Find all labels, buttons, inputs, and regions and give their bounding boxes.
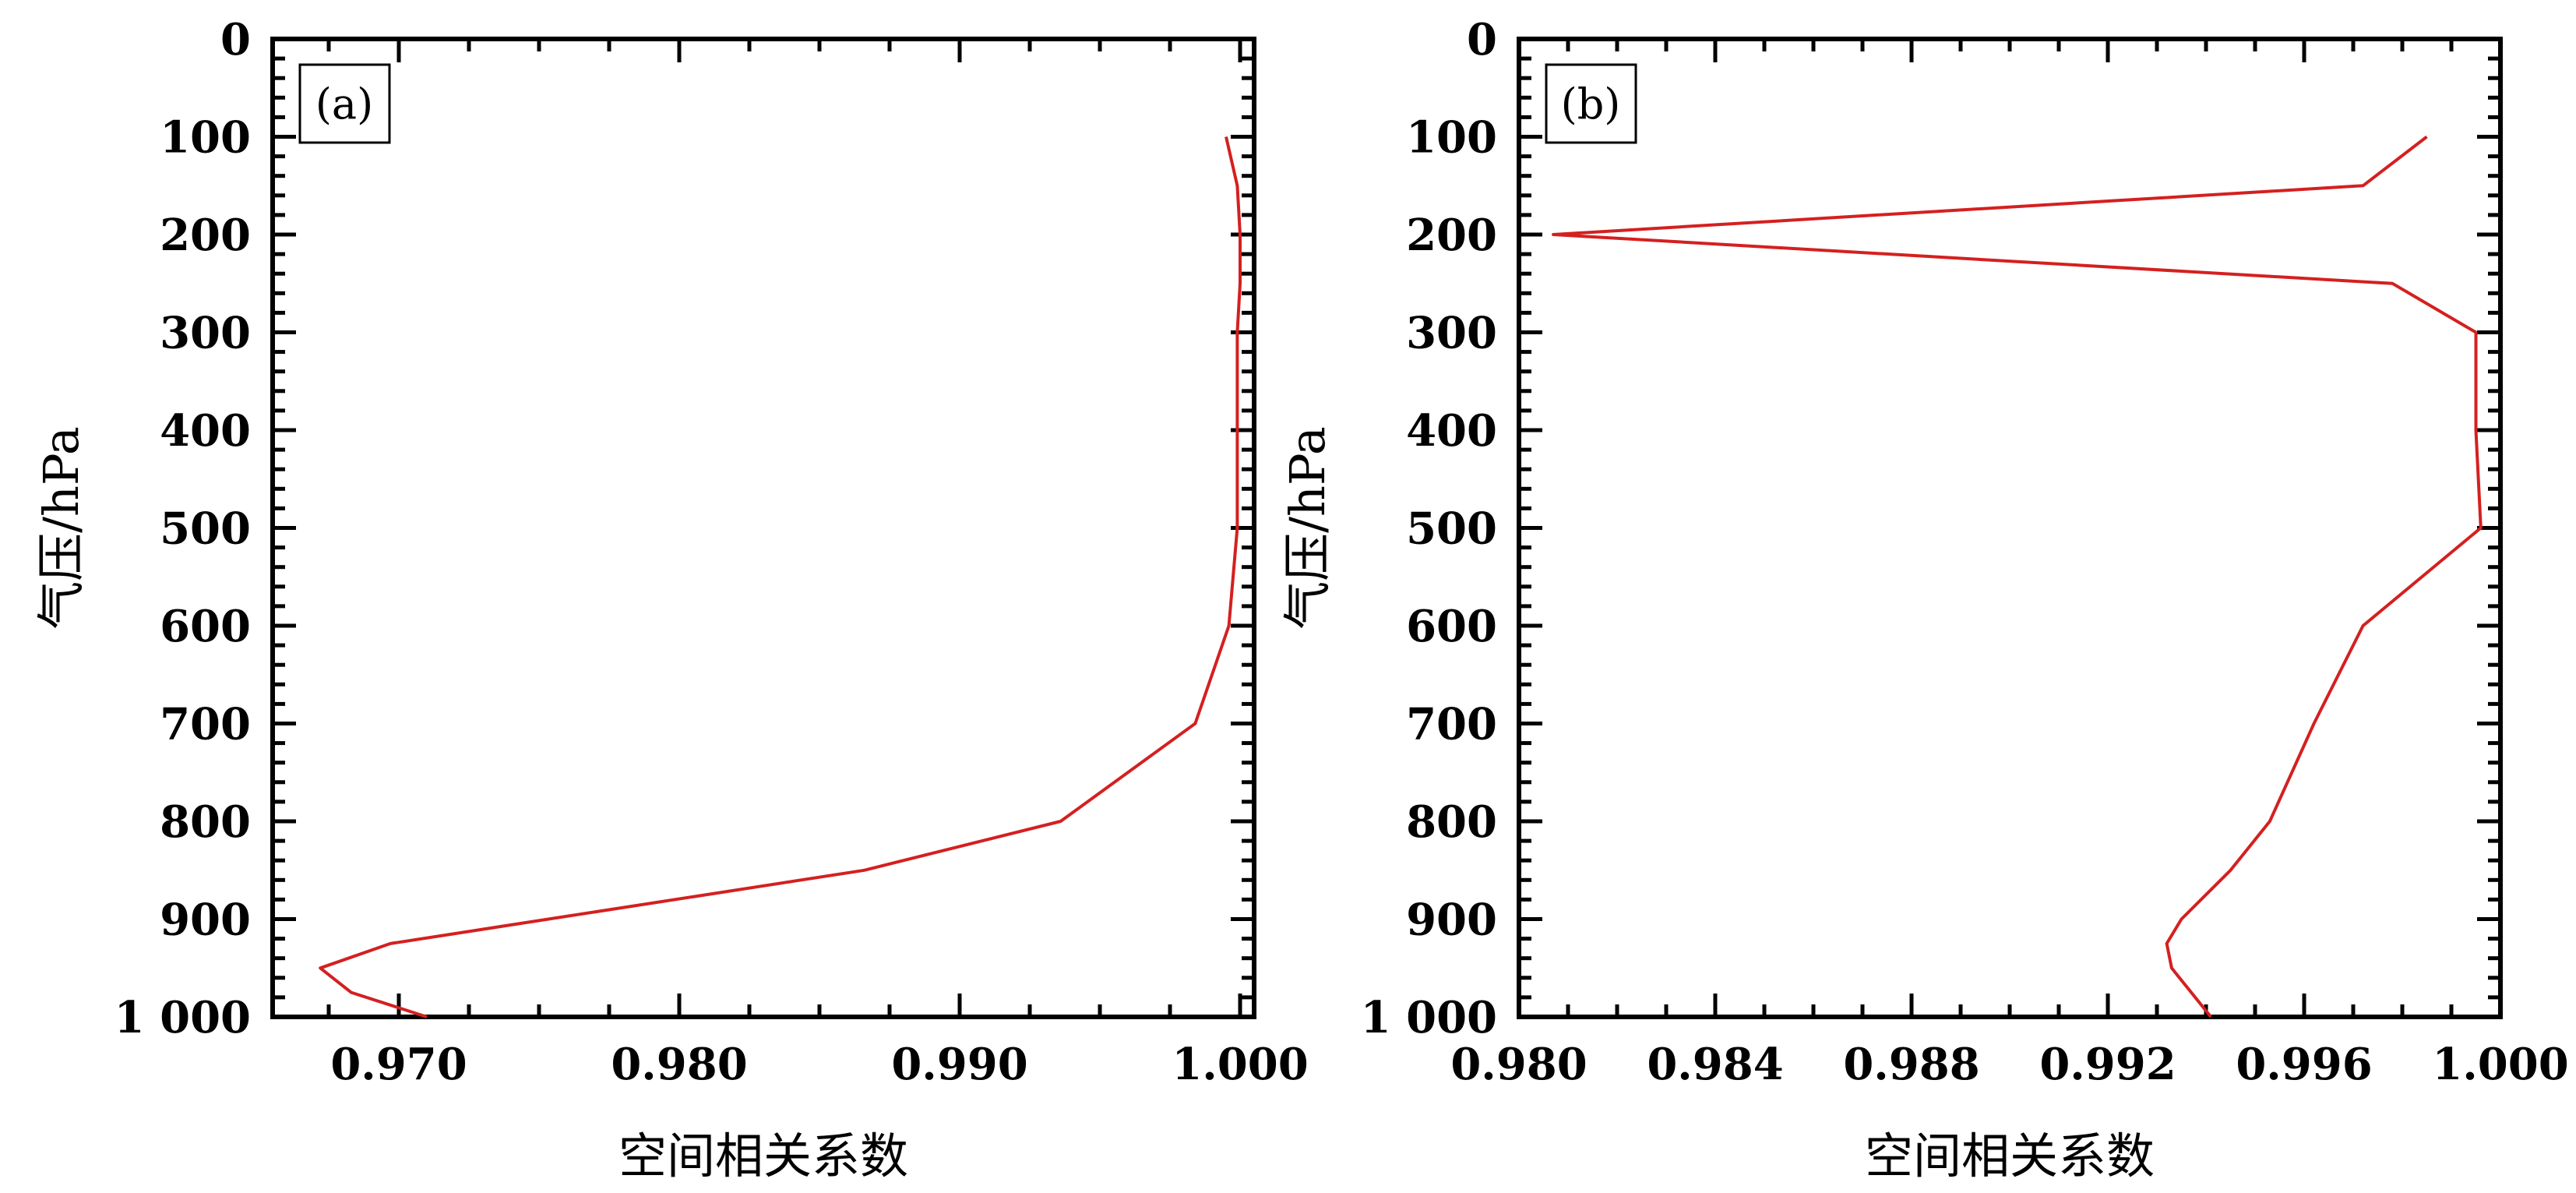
y-tick-label: 200	[1406, 210, 1497, 261]
y-tick-label: 500	[160, 503, 251, 555]
y-axis-title: 气压/hPa	[33, 426, 90, 630]
y-tick-label: 800	[160, 796, 251, 848]
series-line	[319, 136, 1242, 1018]
x-tick-label: 0.990	[891, 1039, 1027, 1090]
x-tick-label: 0.996	[2236, 1039, 2372, 1090]
y-tick-label: 500	[1406, 503, 1497, 555]
y-tick-label: 700	[1406, 699, 1497, 750]
x-tick-label: 0.980	[1450, 1039, 1587, 1090]
y-tick-label: 900	[160, 895, 251, 946]
x-axis-title: 空间相关系数	[618, 1128, 908, 1184]
x-tick-label: 0.988	[1843, 1039, 1979, 1090]
panel-label: (b)	[1561, 79, 1621, 129]
y-tick-label: 300	[160, 308, 251, 359]
x-axis-title: 空间相关系数	[1865, 1128, 2155, 1184]
x-tick-label: 0.970	[330, 1039, 467, 1090]
y-tick-label: 700	[160, 699, 251, 750]
y-tick-label: 800	[1406, 796, 1497, 848]
y-tick-label: 100	[160, 112, 251, 164]
y-tick-label: 100	[1406, 112, 1497, 164]
x-tick-label: 1.000	[2432, 1039, 2568, 1090]
panel-label-box	[298, 63, 391, 144]
series-line	[1552, 135, 2483, 1018]
y-tick-label: 400	[160, 405, 251, 457]
y-tick-label: 1 000	[115, 992, 251, 1043]
panel-b: 0.980 0.984 0.988 0.992 0.996 1.000 0 100 200 300…	[1279, 14, 2569, 1184]
x-tick-label: 1.000	[1172, 1039, 1308, 1090]
y-axis-title: 气压/hPa	[1279, 426, 1336, 630]
y-tick-label: 600	[1406, 601, 1497, 652]
panel-label-box	[1545, 63, 1637, 144]
plot-frame	[1517, 37, 2503, 1019]
x-tick-label: 0.992	[2039, 1039, 2176, 1090]
plot-frame	[270, 37, 1256, 1019]
y-tick-label: 1 000	[1361, 992, 1497, 1043]
y-tick-label: 300	[1406, 308, 1497, 359]
x-tick-label: 0.984	[1647, 1039, 1783, 1090]
panel-label: (a)	[315, 79, 373, 129]
y-tick-label: 0	[220, 14, 251, 65]
y-tick-label: 900	[1406, 895, 1497, 946]
y-tick-label: 600	[160, 601, 251, 652]
y-tick-label: 400	[1406, 405, 1497, 457]
y-tick-label: 0	[1467, 14, 1497, 65]
x-tick-label: 0.980	[611, 1039, 747, 1090]
panel-a: 0.970 0.980 0.990 1.000 0 100 200 300 400 500 600 7…	[33, 14, 1309, 1184]
y-tick-label: 200	[160, 210, 251, 261]
